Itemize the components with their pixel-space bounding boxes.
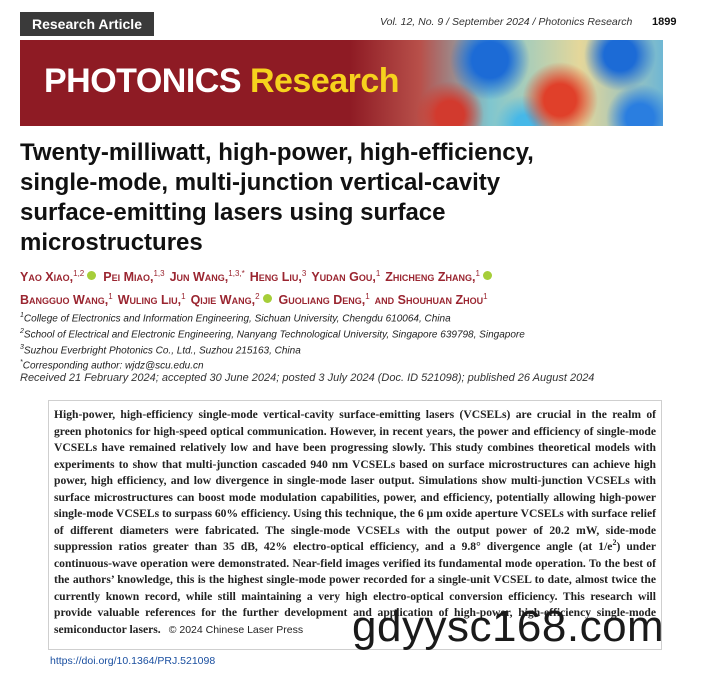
affiliation-mark: * — [20, 359, 23, 367]
affiliation-mark: 1 — [475, 269, 480, 278]
author-name: and Shouhuan Zhou — [374, 293, 484, 308]
affiliation-mark: 1 — [108, 292, 113, 302]
title-line: microstructures — [20, 229, 203, 256]
orcid-icon — [262, 294, 272, 304]
orcid-icon — [482, 271, 492, 281]
author: Zhicheng Zhang,1 — [385, 269, 494, 285]
affiliation-mark: 1 — [20, 312, 24, 319]
journal-name: PHOTONICS Research — [44, 62, 400, 101]
author-name: Qijie Wang, — [190, 293, 256, 308]
abstract-text: ) under continuous-wave operation were d… — [54, 540, 656, 636]
author-list: Yao Xiao,1,2 Pei Miao,1,3 Jun Wang,1,3,* He… — [20, 264, 499, 310]
author: Heng Liu,3 — [249, 269, 307, 285]
author: and Shouhuan Zhou1 — [374, 292, 488, 308]
doi-link[interactable]: https://doi.org/10.1364/PRJ.521098 — [50, 655, 216, 667]
author: Pei Miao,1,3 — [103, 269, 165, 285]
author-name: Pei Miao, — [103, 270, 154, 285]
affiliation-mark: 1 — [483, 292, 488, 302]
affiliation-mark: 3 — [20, 343, 24, 351]
affiliation-mark: 1 — [375, 269, 381, 278]
author: Jun Wang,1,3,* — [169, 269, 245, 285]
article-type: Research Article — [20, 12, 154, 36]
author-name: Wuling Liu, — [117, 293, 182, 308]
journal-info-text: Vol. 12, No. 9 / September 2024 / Photon… — [380, 16, 633, 28]
author-name: Yao Xiao, — [20, 270, 74, 285]
affiliation-mark: 2 — [20, 327, 24, 335]
journal-name-part: PHOTONICS — [44, 62, 242, 100]
journal-name-part: Research — [249, 62, 400, 100]
title-line: surface-emitting lasers using surface — [20, 199, 446, 226]
author: Qijie Wang,2 — [190, 292, 274, 308]
affiliation: 3Suzhou Everbright Photonics Co., Ltd., … — [20, 342, 525, 358]
author: Bangguo Wang,1 — [20, 292, 113, 308]
author-name: Guoliang Deng, — [278, 293, 366, 308]
superscript: 2 — [612, 538, 617, 548]
affiliation: *Corresponding author: wjdz@scu.edu.cn — [20, 357, 525, 373]
affiliation-text: Suzhou Everbright Photonics Co., Ltd., S… — [23, 344, 301, 356]
author-line: Bangguo Wang,1 Wuling Liu,1 Qijie Wang,2 Gu… — [20, 287, 499, 310]
author-line: Yao Xiao,1,2 Pei Miao,1,3 Jun Wang,1,3,* He… — [20, 264, 499, 287]
author: Yao Xiao,1,2 — [20, 269, 98, 285]
affiliation-mark: 1,3,* — [228, 269, 245, 278]
title-line: Twenty-milliwatt, high-power, high-effic… — [20, 139, 534, 166]
title-line: single-mode, multi-junction vertical-cav… — [20, 169, 501, 196]
abstract: High-power, high-efficiency single-mode … — [48, 400, 662, 650]
author-name: Zhicheng Zhang, — [385, 270, 476, 285]
article-title: Twenty-milliwatt, high-power, high-effic… — [20, 138, 534, 258]
affiliation-text: School of Electrical and Electronic Engi… — [23, 329, 525, 341]
page-number: 1899 — [652, 16, 677, 28]
history: Received 21 February 2024; accepted 30 J… — [20, 372, 595, 384]
author-name: Heng Liu, — [249, 270, 302, 285]
author-name: Yudan Gou, — [311, 270, 376, 285]
affiliation-mark: 1 — [181, 292, 186, 302]
orcid-icon — [87, 271, 97, 281]
affiliation-mark: 3 — [301, 269, 307, 278]
author: Yudan Gou,1 — [311, 269, 381, 285]
affiliation-mark: 2 — [255, 292, 260, 302]
author: Wuling Liu,1 — [117, 292, 186, 308]
journal-banner: PHOTONICS Research — [20, 40, 663, 126]
author-name: Bangguo Wang, — [20, 293, 109, 308]
author-name: Jun Wang, — [169, 270, 229, 285]
copyright: © 2024 Chinese Laser Press — [168, 623, 304, 636]
author: Guoliang Deng,1 — [278, 292, 370, 308]
affiliations: 1College of Electronics and Information … — [20, 310, 525, 373]
abstract-text: High-power, high-efficiency single-mode … — [54, 408, 656, 553]
affiliation-mark: 1 — [365, 292, 370, 302]
affiliation-text: College of Electronics and Information E… — [23, 313, 451, 325]
journal-info: Vol. 12, No. 9 / September 2024 / Photon… — [380, 16, 632, 28]
affiliation-text: Corresponding author: wjdz@scu.edu.cn — [22, 360, 204, 372]
affiliation-mark: 1,3 — [153, 269, 165, 278]
affiliation-mark: 1,2 — [73, 269, 85, 278]
affiliation: 1College of Electronics and Information … — [20, 310, 525, 326]
affiliation: 2School of Electrical and Electronic Eng… — [20, 326, 525, 342]
watermark: gdyysc168.com — [352, 602, 665, 651]
